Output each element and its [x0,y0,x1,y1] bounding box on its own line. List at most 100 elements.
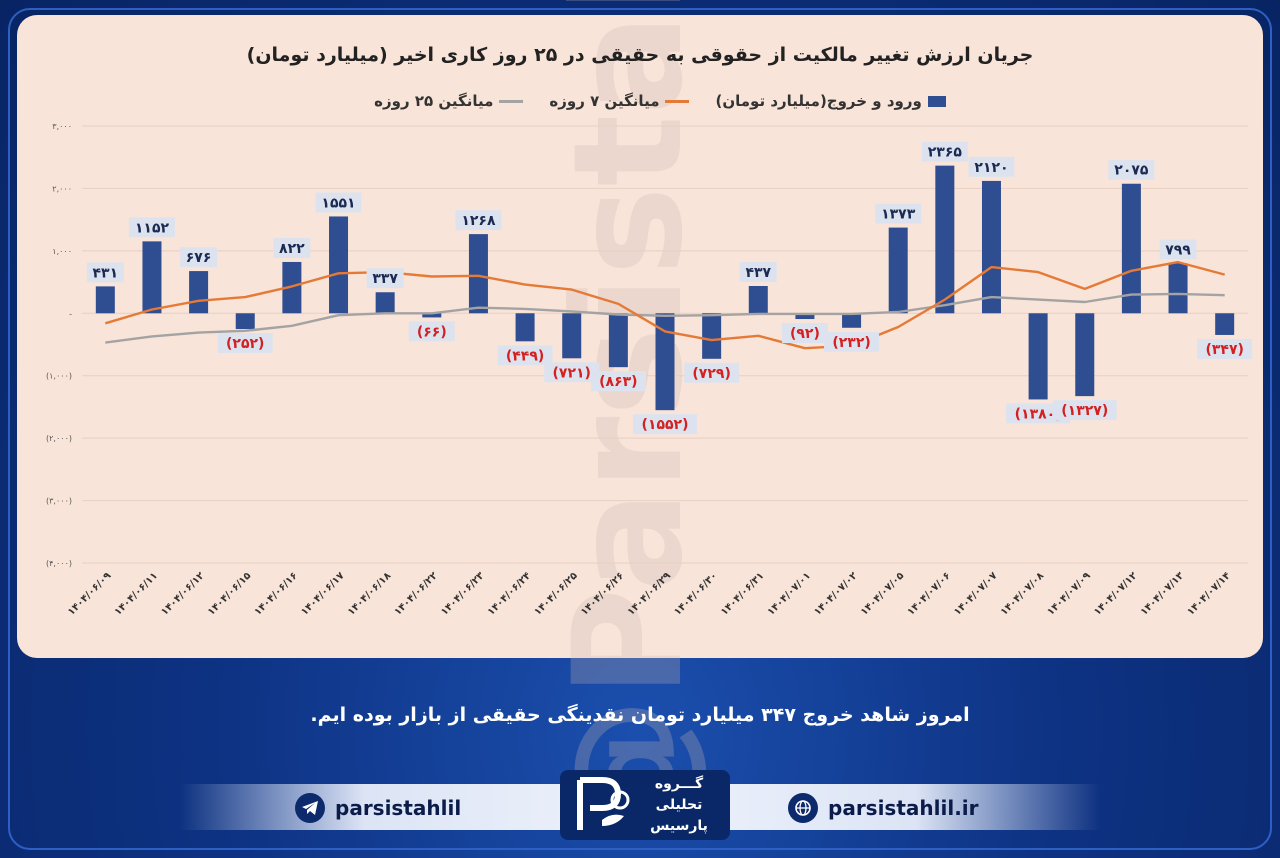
data-label-box [684,362,740,383]
data-label-text: (۳۴۷) [1205,342,1243,358]
bar [608,313,628,368]
caption-text: امروز شاهد خروج ۳۴۷ میلیارد تومان نقدینگ… [310,704,970,726]
x-tick-label: ۱۴۰۴/۰۶/۱۶ [253,570,300,617]
data-label-text: ۱۲۶۸ [461,213,496,229]
data-label-text: (۴۴۹) [506,348,544,364]
y-tick-label: (۳,۰۰۰) [46,497,72,506]
data-label-text: ۲۱۲۰ [974,160,1008,176]
data-label-text: (۶۶) [417,324,447,340]
data-label-box [590,371,646,392]
telegram-link[interactable]: parsistahlil [295,790,461,826]
data-label-box [180,247,218,268]
data-label: ۸۲۲ [273,237,311,258]
data-label: (۹۲) [781,323,828,344]
data-label: ۱۵۵۱ [315,192,362,213]
x-tick-label: ۱۴۰۴/۰۶/۱۵ [206,570,253,617]
bar [702,313,722,359]
legend-swatch-bars [927,95,946,107]
x-tick-label: ۱۴۰۴/۰۷/۱۴ [1185,570,1232,617]
data-label: (۲۵۲) [217,333,273,354]
data-label: ۱۲۶۸ [455,210,502,231]
y-tick-label: (۴,۰۰۰) [46,559,72,568]
bar [329,216,349,314]
x-tick-label: ۱۴۰۴/۰۷/۰۵ [859,570,906,617]
data-label: ۷۹۹ [1159,239,1197,260]
x-tick-label: ۱۴۰۴/۰۷/۰۶ [905,570,952,617]
data-label-box [497,345,553,366]
x-tick-label: ۱۴۰۴/۰۷/۰۱ [766,570,813,617]
data-label: (۴۴۹) [497,345,553,366]
data-label-text: ۲۳۶۵ [928,145,963,161]
legend-label-bars: ورود و خروج(میلیارد تومان) [715,92,922,110]
data-label-text: (۱۳۲۷) [1061,403,1108,419]
bar [1075,313,1095,397]
x-tick-label: ۱۴۰۴/۰۷/۰۹ [1045,570,1092,617]
chart-title: جریان ارزش تغییر مالکیت از حقوقی به حقیق… [246,44,1034,66]
data-label-box [824,331,880,352]
chart-legend: ورود و خروج(میلیارد تومان) میانگین ۷ روز… [360,90,960,112]
data-label: (۳۴۷) [1197,338,1253,359]
bar [748,286,768,314]
data-label-text: (۷۲۱) [553,365,591,381]
data-label: ۱۳۷۳ [875,203,922,224]
data-label-text: (۱۳۸۰) [1015,406,1062,422]
data-label-box [633,414,697,435]
data-label: ۲۳۶۵ [921,141,968,162]
data-label-text: ۶۷۶ [186,250,212,266]
x-tick-label: ۱۴۰۴/۰۶/۲۲ [392,570,439,617]
legend-label-ma7: میانگین ۷ روزه [549,92,660,110]
logo-line-3: پارسیس [650,818,708,834]
bar [95,286,115,314]
data-label: (۸۶۳) [590,371,646,392]
bar [842,313,862,328]
data-label-box [273,237,311,258]
data-label: ۴۳۱ [86,262,124,283]
data-label: ۴۳۷ [739,262,777,283]
data-label-text: (۸۶۳) [599,374,637,390]
bar [981,180,1001,314]
data-label-box [1197,338,1253,359]
data-label-box [1108,159,1155,180]
data-label-text: ۷۹۹ [1165,242,1191,258]
data-label: (۱۵۵۲) [633,414,697,435]
bar [655,313,675,411]
data-label: (۷۲۹) [684,362,740,383]
data-labels: ۴۳۱ ۱۱۵۲ ۶۷۶ (۲۵۲) ۸۲۲ ۱۵۵۱ ۳۳۷ (۶۶) ۱۲۶۸ (۴۴۹) (۷… [86,141,1253,435]
x-tick-label: ۱۴۰۴/۰۷/۱۳ [1139,570,1186,617]
bar [422,313,442,318]
website-url: parsistahlil.ir [828,796,979,820]
logo-line-2: تحلیلی [655,797,703,813]
data-label-text: ۱۳۷۳ [881,207,916,223]
data-label-box [86,262,124,283]
series-line [104,260,1226,350]
bar [935,165,955,314]
data-label-text: ۳۳۷ [372,271,398,287]
legend-label-ma25: میانگین ۲۵ روزه [374,92,494,110]
x-tick-label: ۱۴۰۴/۰۶/۲۴ [486,570,533,617]
telegram-handle: parsistahlil [335,796,462,820]
globe-icon [788,793,818,823]
data-label: ۳۳۷ [366,268,404,289]
website-link[interactable]: parsistahlil.ir [788,790,979,826]
bar [1121,183,1141,314]
data-label: (۱۳۲۷) [1052,400,1117,421]
logo-line-1: گـــروه [654,776,704,792]
data-label-text: ۱۵۵۱ [321,195,355,211]
x-tick-label: ۱۴۰۴/۰۷/۰۷ [952,570,999,617]
line-series [104,260,1226,350]
data-label-text: (۱۵۵۲) [642,417,689,433]
x-tick-label: ۱۴۰۴/۰۷/۱۲ [1092,570,1139,617]
outer-frame [8,8,1272,850]
data-label: ۲۰۷۵ [1108,159,1155,180]
data-label-box [781,323,828,344]
series-line [105,292,1225,344]
x-tick-label: ۱۴۰۴/۰۶/۱۲ [159,570,206,617]
data-label-text: ۱۱۵۲ [135,220,170,236]
bar-series [95,165,1235,411]
data-label-box [921,141,968,162]
x-tick-label: ۱۴۰۴/۰۶/۰۹ [66,570,113,617]
data-label-box [739,262,777,283]
x-tick-label: ۱۴۰۴/۰۶/۱۷ [299,570,346,617]
data-label-text: ۴۳۱ [92,265,118,281]
legend-swatch-ma25 [499,99,524,103]
